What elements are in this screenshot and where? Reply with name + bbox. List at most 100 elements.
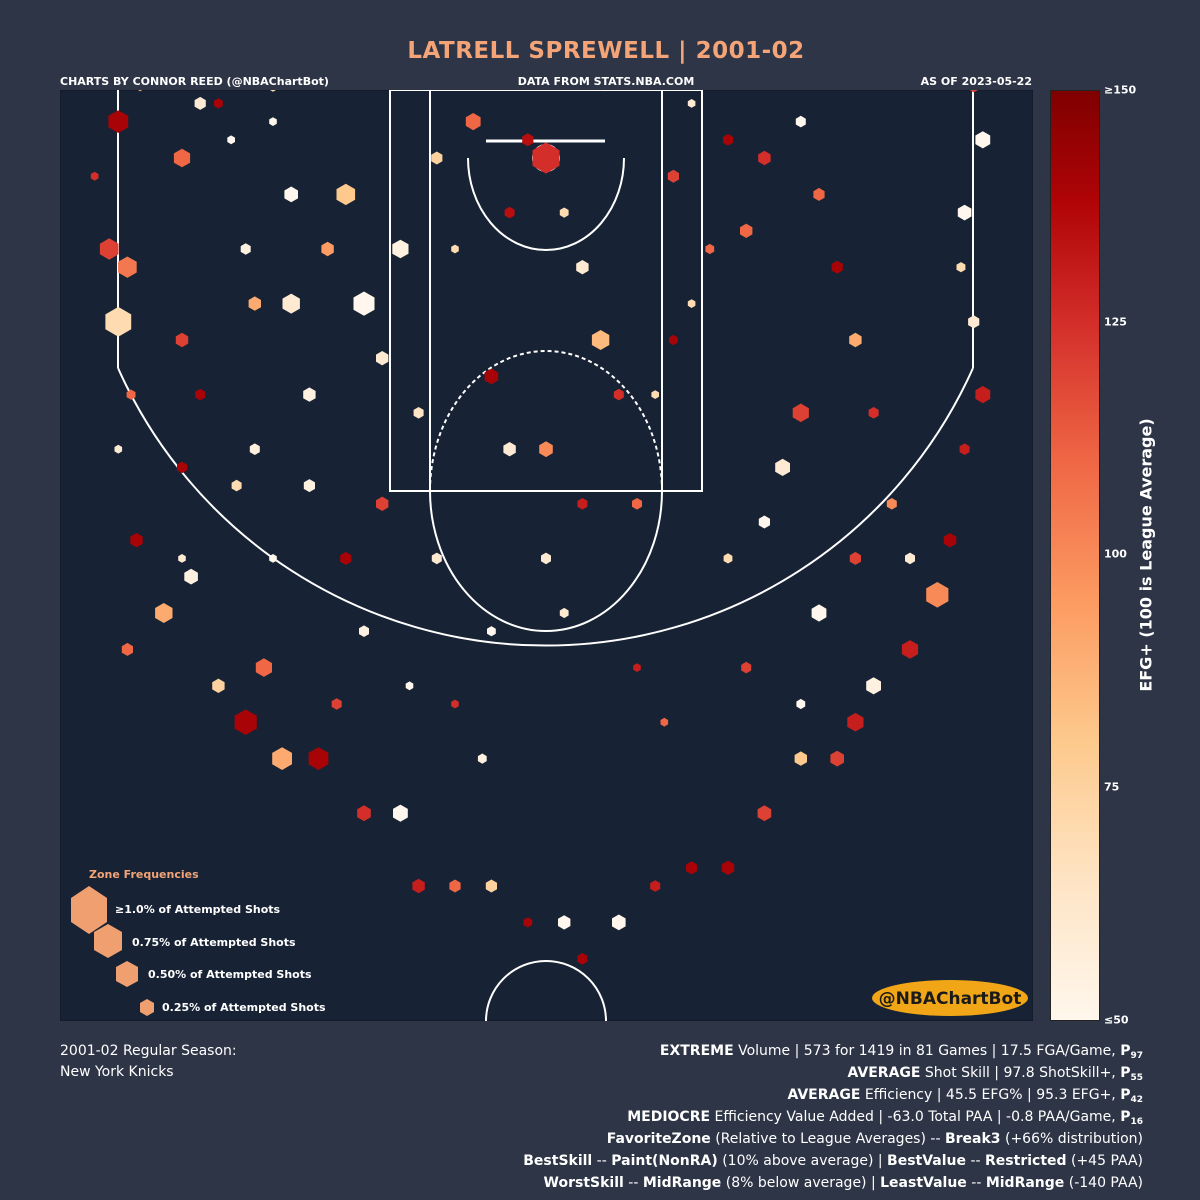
hex-bin-28: [413, 407, 424, 419]
hex-bin-88: [969, 90, 978, 93]
hex-bin-9: [130, 533, 143, 548]
best-label: BestSkill: [523, 1153, 593, 1169]
stat-paa-text: Efficiency Value Added | -63.0 Total PAA…: [710, 1109, 1121, 1125]
legend-label-3: 0.50% of Attempted Shots: [148, 968, 312, 981]
hex-bin-37: [576, 260, 589, 275]
hex-bin-103: [667, 169, 679, 183]
hex-bin-20: [282, 293, 300, 314]
season-info: 2001-02 Regular Season: New York Knicks: [60, 1041, 237, 1083]
hex-bin-33: [504, 206, 515, 219]
hex-bin-94: [849, 332, 862, 348]
stat-volume-p: P: [1120, 1043, 1131, 1059]
stat-volume-text: Volume | 573 for 1419 in 81 Games | 17.5…: [733, 1043, 1121, 1059]
credit-date: AS OF 2023-05-22: [920, 75, 1032, 88]
paint-outer: [389, 90, 703, 492]
team-line: New York Knicks: [60, 1064, 174, 1080]
stat-skill-percentile: 55: [1130, 1073, 1143, 1083]
free-throw-circle-bottom: [429, 490, 663, 632]
hex-bin-108: [849, 551, 861, 565]
best-value-zone: Restricted: [985, 1153, 1067, 1169]
hex-bin-92: [886, 498, 897, 510]
fav-label: FavoriteZone: [606, 1131, 711, 1147]
hex-bin-71: [612, 914, 626, 931]
stat-paa-percentile: 16: [1130, 1117, 1143, 1127]
hex-bin-63: [357, 805, 371, 822]
hex-bin-100: [740, 223, 753, 238]
hex-bin-101: [723, 134, 733, 146]
stat-efficiency: AVERAGE Efficiency | 45.5 EFG% | 95.3 EF…: [523, 1084, 1143, 1106]
fav-tail: (+66% distribution): [1000, 1131, 1143, 1147]
hex-bin-48: [376, 496, 389, 511]
hex-bin-0: [108, 110, 129, 133]
hex-bin-22: [303, 479, 315, 493]
stat-value-added: MEDIOCRE Efficiency Value Added | -63.0 …: [523, 1106, 1143, 1128]
hex-bin-121: [184, 568, 198, 585]
hex-bin-56: [269, 554, 277, 563]
hex-bin-25: [353, 291, 375, 316]
hex-bin-43: [632, 498, 642, 510]
hex-bin-49: [340, 551, 352, 565]
hex-bin-89: [975, 131, 991, 149]
hex-bin-4: [118, 256, 137, 278]
hex-bin-77: [830, 750, 844, 767]
hex-bin-116: [559, 607, 569, 619]
watermark-badge: @NBAChartBot: [872, 980, 1028, 1016]
hex-bin-126: [741, 661, 752, 674]
legend-hex-1: [71, 886, 107, 934]
hex-bin-26: [376, 351, 389, 366]
hex-bin-118: [177, 461, 187, 474]
hex-bin-97: [795, 115, 806, 128]
hex-bin-123: [405, 681, 414, 691]
hex-bin-95: [831, 260, 843, 274]
worst-value-zone: MidRange: [985, 1175, 1065, 1191]
hex-bin-69: [558, 915, 571, 930]
colorbar-tick-125: 125: [1104, 315, 1127, 329]
hex-bin-124: [477, 753, 487, 764]
hex-bin-39: [613, 388, 624, 401]
fav-mid: (Relative to League Averages) --: [710, 1131, 945, 1147]
stat-volume-percentile: 97: [1130, 1051, 1143, 1061]
hex-bin-44: [651, 390, 659, 399]
hex-bin-82: [943, 533, 957, 548]
hex-bin-79: [866, 677, 881, 695]
hex-bin-18: [270, 90, 276, 92]
watermark-text: @NBAChartBot: [879, 989, 1022, 1009]
hex-bin-85: [968, 315, 980, 329]
hex-bin-16: [248, 296, 261, 311]
hex-bin-104: [792, 403, 809, 423]
hex-bin-122: [359, 625, 369, 637]
hex-bin-31: [465, 113, 481, 131]
hex-bin-66: [449, 879, 461, 893]
hex-layer: [90, 90, 991, 965]
hex-bin-81: [926, 582, 949, 608]
hex-bin-62: [331, 698, 342, 710]
chart-title: LATRELL SPREWELL | 2001-02: [407, 38, 805, 64]
worst-zone: MidRange: [642, 1175, 722, 1191]
worst-label: WorstSkill: [543, 1175, 624, 1191]
hex-bin-59: [255, 658, 272, 677]
hex-bin-52: [723, 553, 733, 564]
credit-source: DATA FROM STATS.NBA.COM: [517, 75, 695, 88]
hex-bin-80: [901, 640, 919, 659]
stat-paa-rating: MEDIOCRE: [627, 1109, 711, 1125]
hex-bin-114: [451, 699, 459, 709]
hex-bin-36: [559, 207, 569, 218]
hex-bin-47: [705, 243, 715, 255]
hex-bin-110: [173, 148, 191, 168]
stat-eff-p: P: [1120, 1087, 1131, 1103]
worst-tail: (-140 PAA): [1064, 1175, 1143, 1191]
hex-bin-99: [758, 150, 771, 166]
stat-skill-rating: AVERAGE: [847, 1065, 921, 1081]
efg-colorbar: [1050, 90, 1100, 1021]
worst-sep2: --: [966, 1175, 986, 1191]
hex-bin-5: [105, 306, 132, 337]
hex-bin-120: [121, 642, 133, 656]
hex-bin-35: [532, 142, 560, 174]
worst-mid: (8% below average) |: [721, 1175, 881, 1191]
hex-bin-51: [541, 552, 551, 565]
hex-bin-24: [336, 183, 356, 206]
colorbar-tick-50: ≤50: [1104, 1013, 1129, 1027]
hex-bin-119: [155, 603, 173, 623]
stat-best: BestSkill -- Paint(NonRA) (10% above ave…: [523, 1150, 1143, 1172]
stat-favorite-zone: FavoriteZone (Relative to League Average…: [523, 1128, 1143, 1150]
